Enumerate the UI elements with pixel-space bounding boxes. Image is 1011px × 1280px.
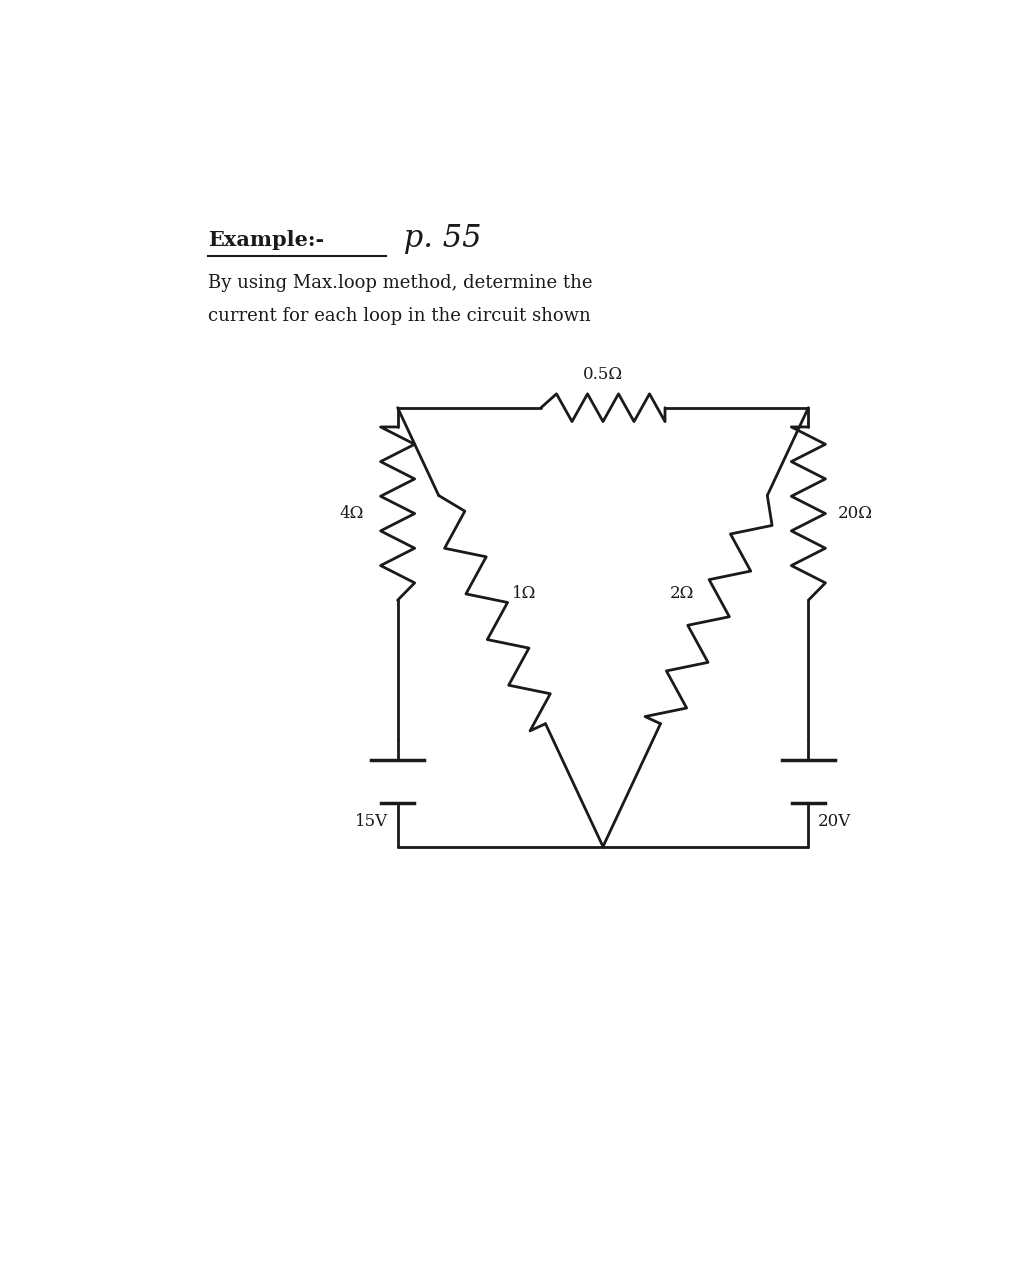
Text: 4Ω: 4Ω <box>339 506 363 522</box>
Text: 0.5Ω: 0.5Ω <box>583 366 623 383</box>
Text: 2Ω: 2Ω <box>670 585 695 602</box>
Text: 15V: 15V <box>355 813 388 829</box>
Text: 1Ω: 1Ω <box>512 585 536 602</box>
Text: 20Ω: 20Ω <box>837 506 872 522</box>
Text: 20V: 20V <box>818 813 851 829</box>
Text: current for each loop in the circuit shown: current for each loop in the circuit sho… <box>207 307 590 325</box>
Text: By using Max.loop method, determine the: By using Max.loop method, determine the <box>207 274 592 292</box>
Text: p. 55: p. 55 <box>393 223 481 253</box>
Text: Example:-: Example:- <box>207 230 324 250</box>
